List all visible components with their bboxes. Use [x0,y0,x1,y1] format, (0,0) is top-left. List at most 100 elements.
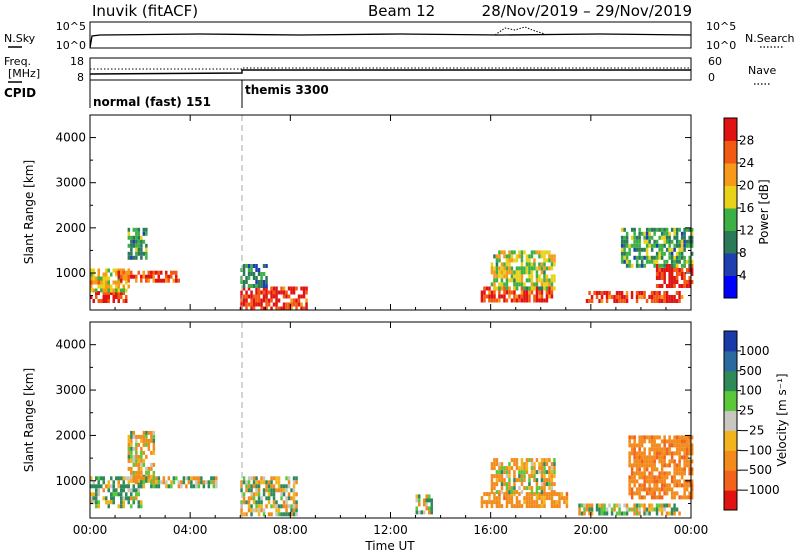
velocity-cell [295,504,298,509]
velocity-cell [678,439,681,444]
velocity-cell [140,478,143,483]
velocity-cell [490,478,494,483]
power-cell [635,239,639,244]
velocity-cell [415,498,418,503]
power-cell [142,251,146,256]
velocity-cell [683,479,686,484]
velocity-cell [508,500,511,505]
velocity-cell [640,455,644,460]
power-cell [255,264,258,268]
velocity-cell [533,504,536,509]
velocity-cell [688,439,691,444]
velocity-cell [668,443,671,448]
power-cell [115,291,118,295]
velocity-cell [668,463,671,468]
velocity-cell [673,503,676,508]
velocity-cell [535,490,539,495]
power-cell [658,276,661,280]
power-cell [690,272,694,276]
velocity-cell [488,496,491,501]
velocity-cell [130,478,133,483]
power-cell [135,278,138,283]
power-cell [518,270,521,275]
velocity-cell [130,474,133,479]
velocity-cell [630,507,634,512]
power-cell [100,280,103,285]
power-cell [538,286,541,291]
velocity-cell [675,447,679,452]
velocity-cell [675,439,679,444]
velocity-cell [633,479,636,484]
velocity-cell [648,479,651,484]
power-cell [92,268,95,273]
velocity-cell [628,439,631,444]
power-cell [252,294,256,299]
velocity-cell [543,496,546,501]
power-cell [548,254,551,259]
velocity-cell [678,447,681,452]
power-cell [140,278,143,283]
velocity-cell [280,504,283,509]
velocity-cell [100,484,103,489]
power-cell [683,276,686,280]
velocity-cell [513,478,516,483]
velocity-cell [295,508,298,513]
velocity-cell [270,480,273,485]
velocity-cell [518,492,521,497]
velocity-cell [668,435,671,440]
velocity-cell [638,467,641,472]
velocity-cell [495,458,499,463]
velocity-cell [535,478,539,483]
power-cell [535,250,539,255]
power-cell [122,291,125,295]
velocity-cell [257,480,261,485]
velocity-colorbar-frame [723,330,738,511]
velocity-cell [275,480,278,485]
velocity-cell [670,459,674,464]
power-cell [663,295,666,299]
velocity-cell [513,490,516,495]
velocity-cell [250,476,253,481]
power-cell [493,254,496,259]
velocity-cell [598,507,601,512]
power-cell [92,272,95,277]
power-cell [525,286,529,291]
velocity-cell [107,500,110,505]
velocity-cell [490,504,494,509]
power-cell [550,278,554,283]
power-cell [290,306,293,311]
velocity-cell [132,446,136,451]
power-cell [247,264,251,268]
power-cell [663,299,666,303]
velocity-cell [650,491,654,496]
power-cell [660,247,664,252]
power-cell [660,227,664,232]
velocity-cell [508,486,511,491]
power-cell [653,291,656,295]
velocity-cell [290,488,293,493]
power-cell [540,262,544,267]
power-cell [287,294,291,299]
power-cell [520,294,524,299]
velocity-cell [255,504,258,509]
velocity-cell [152,442,156,447]
power-cell [513,278,516,283]
power-cell [282,302,286,307]
power-cell [643,291,646,295]
velocity-cell [147,442,151,447]
velocity-cell [543,478,546,483]
power-cell [640,291,644,295]
velocity-cell [658,479,661,484]
power-cell [117,270,120,275]
velocity-cell [630,491,634,496]
velocity-cell [127,450,131,455]
nsearch-label: N.Search [745,32,795,45]
velocity-cell [500,470,504,475]
velocity-cell [418,510,421,515]
velocity-cell [618,503,621,508]
power-cell [683,280,686,284]
velocity-cell [505,490,509,495]
power-cell [680,251,684,256]
power-cell [653,231,656,236]
velocity-cell [137,454,141,459]
